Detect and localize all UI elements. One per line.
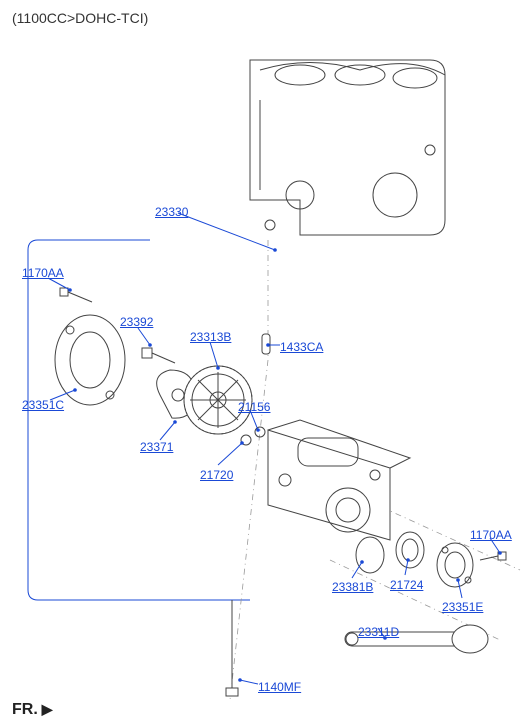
engine-block-drawing (250, 60, 445, 235)
callout-21724[interactable]: 21724 (390, 578, 423, 592)
callout-23313B[interactable]: 23313B (190, 330, 231, 344)
leader-21720 (218, 443, 242, 465)
leader-dot-23313B (216, 366, 220, 370)
bolt-23392 (142, 348, 175, 363)
fr-arrow-icon: ▶ (42, 701, 53, 718)
bolt-1170aa-left (60, 288, 92, 302)
leader-23371 (160, 422, 175, 440)
fr-indicator: FR.▶ (12, 701, 53, 719)
leader-dot-23351C (73, 388, 77, 392)
callout-23381B[interactable]: 23381B (332, 580, 373, 594)
ring-21156 (255, 427, 265, 437)
diagram-canvas (0, 0, 531, 727)
leader-dot-23330 (273, 248, 277, 252)
bolt-1170aa-right (480, 552, 506, 560)
cover-23351c (55, 315, 125, 405)
leader-23381B (352, 562, 362, 578)
housing-block (268, 420, 410, 540)
leader-23313B (210, 342, 218, 368)
fr-text: FR. (12, 701, 38, 718)
leader-dot-1170AA2 (498, 551, 502, 555)
leader-dot-1140MF (238, 678, 242, 682)
callout-23351C[interactable]: 23351C (22, 398, 64, 412)
leader-dot-23351E (456, 578, 460, 582)
leader-dot-23371 (173, 420, 177, 424)
callout-23351E[interactable]: 23351E (442, 600, 483, 614)
callout-23371[interactable]: 23371 (140, 440, 173, 454)
callout-21156[interactable]: 21156 (238, 400, 270, 414)
leader-dot-1433CA (266, 343, 270, 347)
leader-23392 (138, 328, 150, 345)
leader-1140MF (240, 680, 258, 684)
leader-dot-1170AA (68, 288, 72, 292)
leader-dot-21724 (406, 558, 410, 562)
callout-1170AA[interactable]: 1170AA (22, 266, 64, 280)
leader-dot-23381B (360, 560, 364, 564)
sleeve-21724 (396, 532, 424, 568)
callout-21720[interactable]: 21720 (200, 468, 233, 482)
leader-23330 (178, 213, 275, 250)
engine-spec-label: (1100CC>DOHC-TCI) (12, 10, 148, 26)
bushing-23381b (356, 537, 384, 573)
cap-23351e (437, 543, 473, 587)
callout-23392[interactable]: 23392 (120, 315, 153, 329)
callout-1433CA[interactable]: 1433CA (280, 340, 323, 354)
callout-23330[interactable]: 23330 (155, 205, 188, 219)
callout-1170AA2[interactable]: 1170AA (470, 528, 512, 542)
callout-1140MF[interactable]: 1140MF (258, 680, 301, 694)
leader-dot-21156 (256, 428, 260, 432)
callout-23311D[interactable]: 23311D (358, 625, 399, 639)
leader-dot-23392 (148, 343, 152, 347)
leader-dot-21720 (240, 441, 244, 445)
